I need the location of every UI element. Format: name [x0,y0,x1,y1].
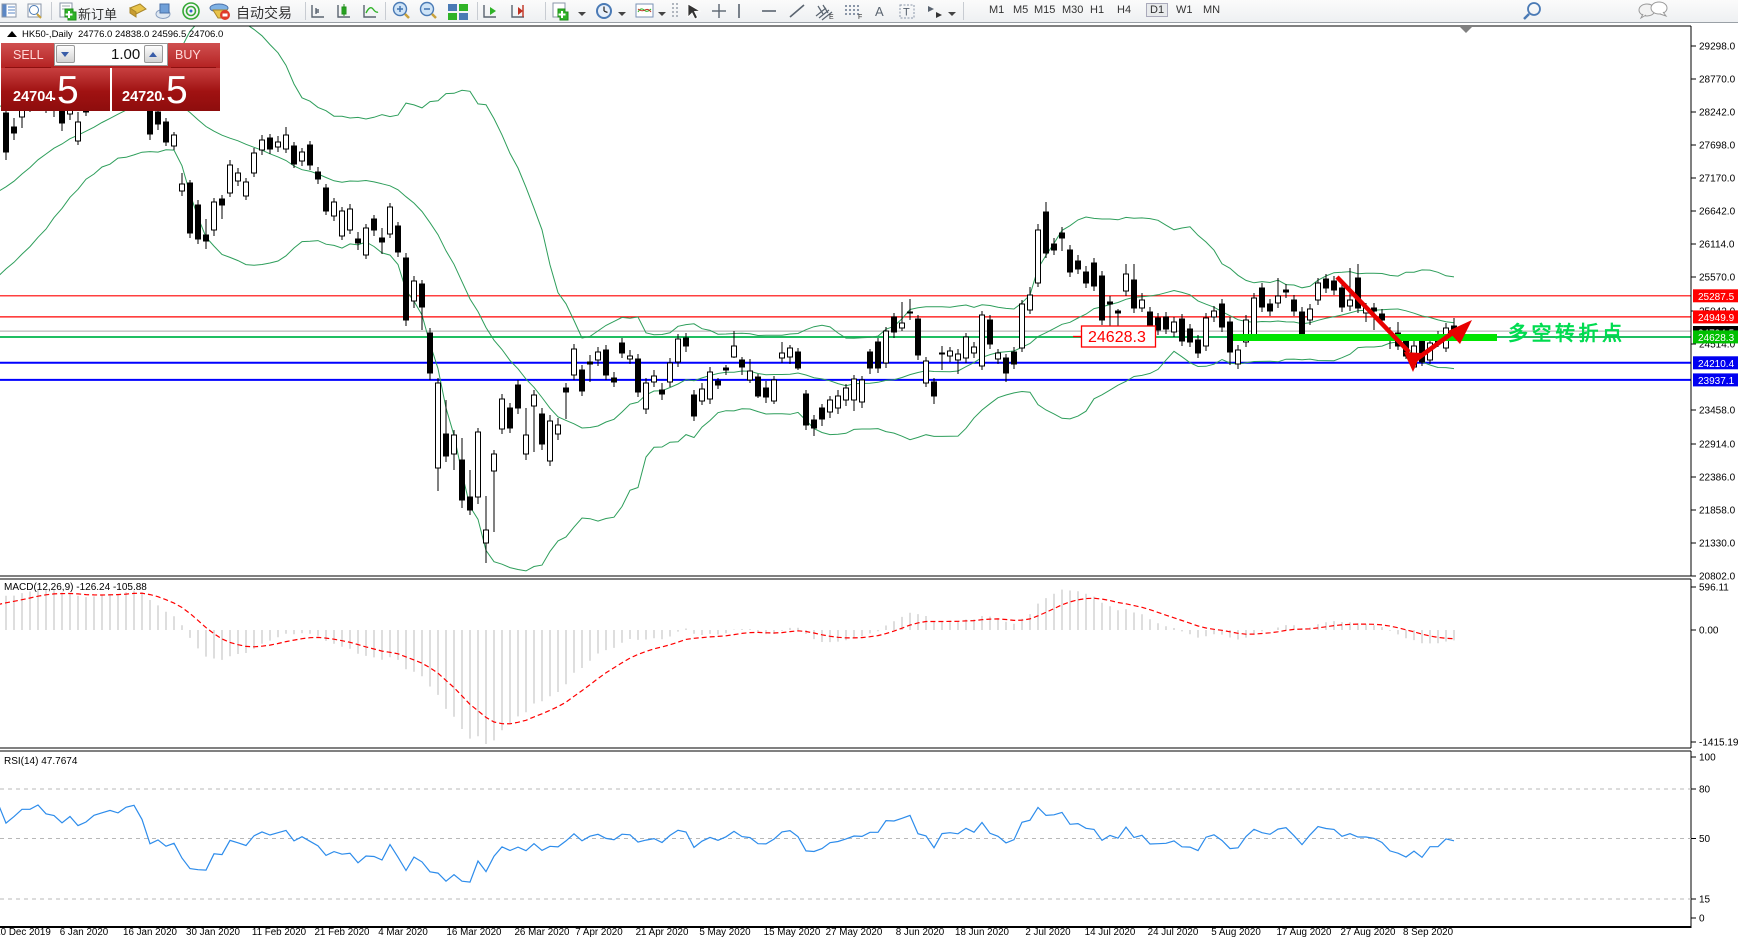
svg-text:15 May 2020: 15 May 2020 [764,927,821,937]
svg-text:27698.0: 27698.0 [1699,141,1736,152]
svg-text:15: 15 [1699,895,1711,906]
svg-text:24628.3: 24628.3 [1698,333,1735,344]
svg-text:28770.0: 28770.0 [1699,75,1736,86]
svg-text:21858.0: 21858.0 [1699,506,1736,517]
svg-text:8 Jun 2020: 8 Jun 2020 [896,927,945,937]
svg-text:6 Jan 2020: 6 Jan 2020 [60,927,109,937]
svg-text:50: 50 [1699,834,1711,845]
svg-text:T: T [903,7,910,19]
svg-text:80: 80 [1699,785,1711,796]
svg-text:8 Sep 2020: 8 Sep 2020 [1403,927,1454,937]
svg-text:21 Feb 2020: 21 Feb 2020 [314,927,370,937]
svg-text:25287.5: 25287.5 [1698,292,1735,303]
svg-text:24 Jul 2020: 24 Jul 2020 [1148,927,1199,937]
svg-text:17 Aug 2020: 17 Aug 2020 [1276,927,1332,937]
svg-text:E: E [829,14,834,21]
svg-text:0.00: 0.00 [1699,626,1719,637]
svg-text:18 Jun 2020: 18 Jun 2020 [955,927,1009,937]
svg-text:A: A [875,4,884,19]
svg-text:27 May 2020: 27 May 2020 [826,927,883,937]
svg-text:30 Jan 2020: 30 Jan 2020 [186,927,240,937]
svg-text:27 Aug 2020: 27 Aug 2020 [1340,927,1396,937]
svg-text:596.11: 596.11 [1699,583,1729,594]
svg-text:29298.0: 29298.0 [1699,42,1736,53]
svg-text:23937.1: 23937.1 [1698,376,1735,387]
svg-text:4 Mar 2020: 4 Mar 2020 [378,927,428,937]
svg-text:2 Jul 2020: 2 Jul 2020 [1025,927,1071,937]
svg-text:0: 0 [1699,914,1705,925]
svg-text:27170.0: 27170.0 [1699,174,1736,185]
svg-text:F: F [858,14,862,21]
svg-text:MACD(12,26,9) -126.24 -105.88: MACD(12,26,9) -126.24 -105.88 [4,582,147,593]
svg-text:25570.0: 25570.0 [1699,273,1736,284]
svg-text:24628.3: 24628.3 [1088,329,1146,346]
svg-text:26 Mar 2020: 26 Mar 2020 [514,927,570,937]
svg-text:RSI(14) 47.7674: RSI(14) 47.7674 [4,756,78,767]
svg-text:26642.0: 26642.0 [1699,207,1736,218]
svg-text:多空转折点: 多空转折点 [1508,321,1626,345]
svg-text:5 May 2020: 5 May 2020 [699,927,751,937]
svg-text:24949.9: 24949.9 [1698,313,1735,324]
svg-text:5 Aug 2020: 5 Aug 2020 [1211,927,1261,937]
svg-text:24210.4: 24210.4 [1698,359,1735,370]
svg-text:24514.0: 24514.0 [1699,340,1736,351]
svg-text:16 Jan 2020: 16 Jan 2020 [123,927,177,937]
svg-text:28242.0: 28242.0 [1699,108,1736,119]
svg-text:26114.0: 26114.0 [1699,240,1735,251]
svg-text:16 Mar 2020: 16 Mar 2020 [446,927,502,937]
svg-text:14 Jul 2020: 14 Jul 2020 [1085,927,1136,937]
svg-text:23458.0: 23458.0 [1699,406,1736,417]
svg-text:-1415.19: -1415.19 [1699,738,1738,749]
svg-text:20 Dec 2019: 20 Dec 2019 [0,927,51,937]
svg-text:7 Apr 2020: 7 Apr 2020 [575,927,623,937]
svg-text:22914.0: 22914.0 [1699,440,1736,451]
svg-text:20802.0: 20802.0 [1699,572,1736,583]
svg-text:11 Feb 2020: 11 Feb 2020 [252,927,307,937]
svg-text:22386.0: 22386.0 [1699,473,1736,484]
svg-text:21 Apr 2020: 21 Apr 2020 [636,927,689,937]
svg-text:HK50-,Daily 24776.0 24838.0 2: HK50-,Daily 24776.0 24838.0 24596.5 2470… [22,29,223,40]
svg-text:100: 100 [1699,753,1716,764]
svg-text:21330.0: 21330.0 [1699,539,1736,550]
